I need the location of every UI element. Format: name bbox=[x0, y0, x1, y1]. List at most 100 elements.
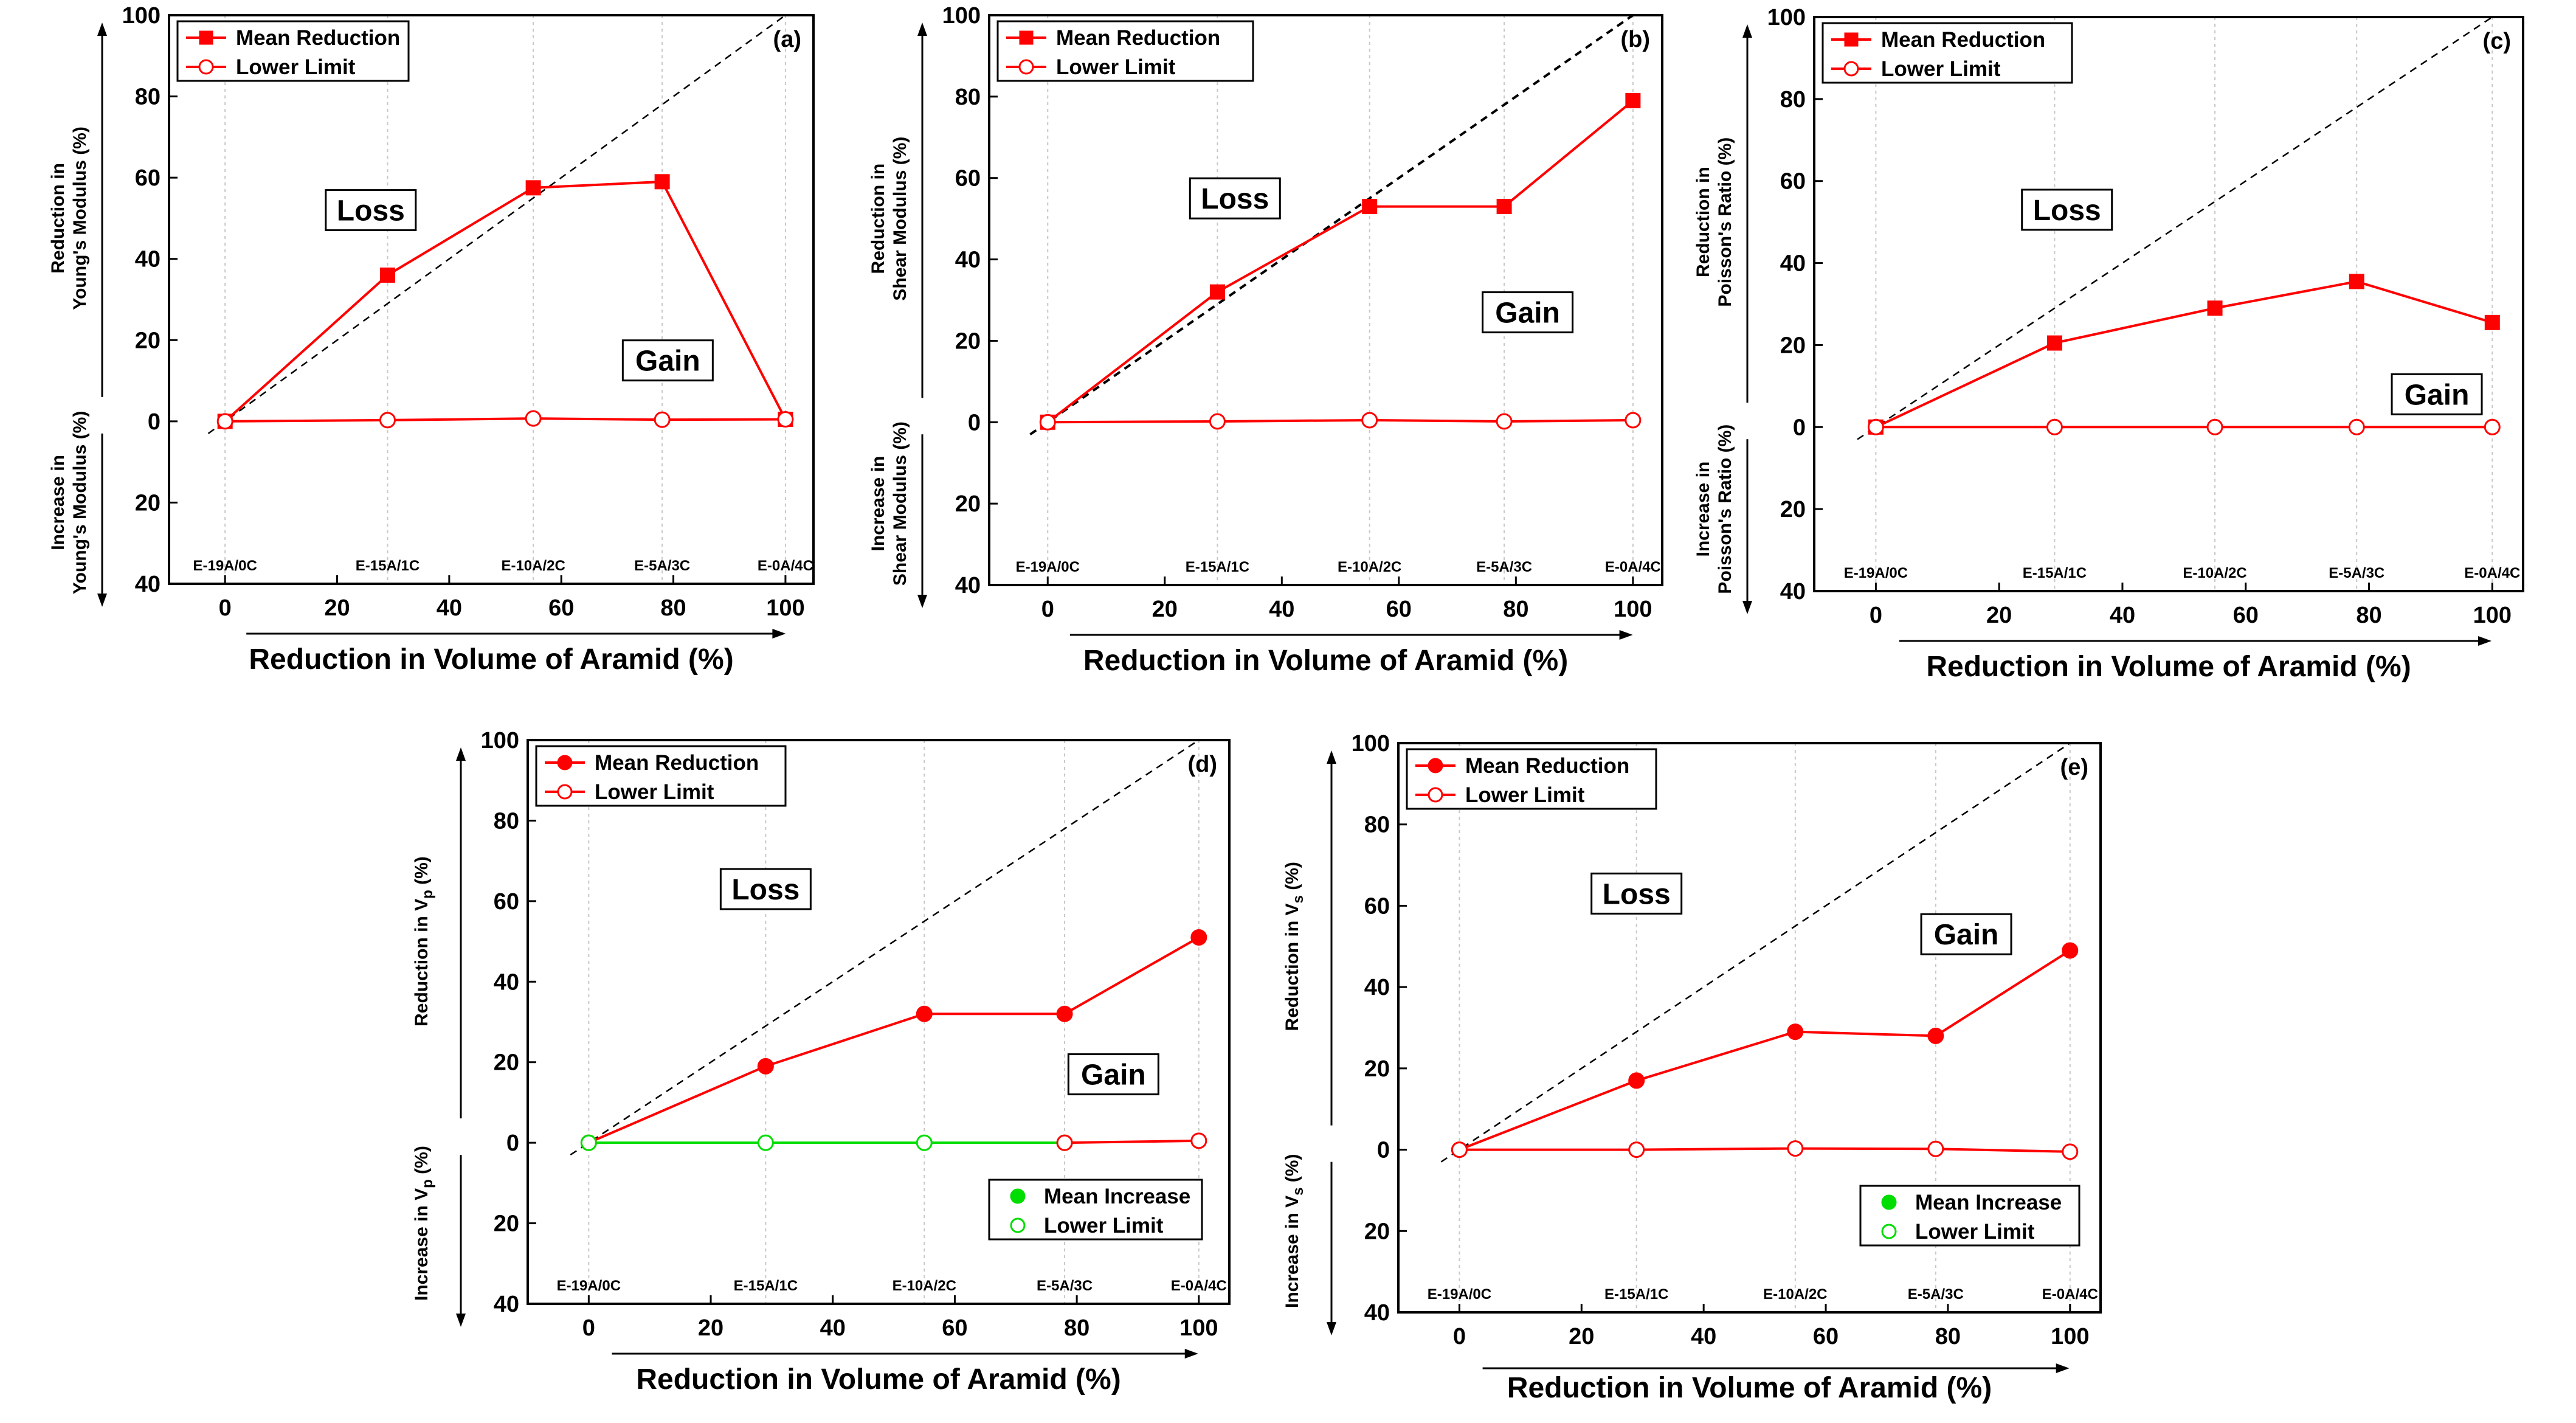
data-point bbox=[525, 180, 541, 196]
y-axis-label-lower: Increase in Vp (%) bbox=[412, 1146, 436, 1301]
region-label-box bbox=[1189, 177, 1281, 220]
category-label: E-0A/4C bbox=[2464, 565, 2520, 581]
x-axis-label: Reduction in Volume of Aramid (%) bbox=[1926, 651, 2411, 683]
y-axis-label-upper: Reduction in Young's Modulus (%) bbox=[48, 126, 90, 310]
data-point bbox=[2062, 1143, 2079, 1160]
y-axis-arrowhead-up bbox=[1742, 24, 1752, 38]
region-label: Loss bbox=[1201, 183, 1269, 215]
category-label: E-19A/0C bbox=[1016, 559, 1080, 575]
data-point bbox=[2348, 418, 2365, 435]
y-tick-label: 80 bbox=[494, 808, 519, 834]
data-point bbox=[1056, 1005, 1073, 1022]
y-axis-label-upper: Reduction in Poisson's Ratio (%) bbox=[1693, 137, 1735, 307]
category-label: E-10A/2C bbox=[501, 558, 565, 574]
y-axis-arrowhead-up bbox=[456, 747, 466, 761]
x-tick-label: 40 bbox=[1269, 597, 1294, 622]
legend-marker bbox=[199, 30, 213, 45]
category-label: E-10A/2C bbox=[1763, 1286, 1827, 1303]
legend-label: Lower Limit bbox=[1915, 1220, 2035, 1244]
data-point bbox=[1625, 412, 1642, 429]
region-label-box bbox=[1920, 913, 2012, 955]
data-point bbox=[654, 411, 671, 428]
data-point bbox=[1496, 413, 1513, 430]
data-point bbox=[1451, 1141, 1468, 1158]
y-tick-label: 80 bbox=[135, 85, 161, 110]
legend-label: Lower Limit bbox=[1044, 1214, 1164, 1238]
legend-marker bbox=[1019, 30, 1034, 45]
y-tick-label: 40 bbox=[1364, 1300, 1390, 1326]
category-label: E-19A/0C bbox=[193, 558, 257, 574]
y-axis-label-upper-line: Reduction in bbox=[48, 163, 68, 274]
legend-label: Lower Limit bbox=[236, 55, 356, 79]
data-point bbox=[379, 267, 395, 283]
y-axis-arrowhead-up bbox=[1327, 750, 1336, 764]
category-label: E-5A/3C bbox=[1908, 1286, 1964, 1303]
region-label: Gain bbox=[635, 345, 700, 378]
y-tick-label: 80 bbox=[1780, 87, 1806, 113]
category-label: E-5A/3C bbox=[2329, 565, 2384, 581]
data-point bbox=[1496, 199, 1512, 215]
region-label: Gain bbox=[1495, 297, 1560, 330]
region-label-box bbox=[621, 339, 714, 382]
region-label-box bbox=[325, 189, 417, 232]
plot-frame bbox=[1813, 16, 2524, 592]
data-point bbox=[916, 1005, 933, 1022]
y-tick-label: 100 bbox=[1352, 731, 1390, 757]
y-tick-label: 20 bbox=[1780, 497, 1806, 522]
x-tick-label: 60 bbox=[1813, 1324, 1839, 1349]
y-tick-label: 20 bbox=[494, 1211, 519, 1237]
x-axis-arrowhead bbox=[772, 629, 786, 639]
panel-label: (d) bbox=[1187, 752, 1217, 777]
x-tick-label: 100 bbox=[1614, 597, 1652, 622]
legend-label: Mean Increase bbox=[1044, 1185, 1190, 1208]
y-axis-label-lower-line: Shear Modulus (%) bbox=[890, 421, 910, 586]
y-tick-label: 20 bbox=[1364, 1219, 1390, 1244]
y-tick-label: 20 bbox=[1364, 1056, 1390, 1082]
data-point bbox=[2046, 335, 2062, 351]
x-axis-arrowhead bbox=[2478, 636, 2492, 646]
y-tick-label: 80 bbox=[1364, 812, 1390, 838]
x-tick-label: 40 bbox=[1691, 1324, 1716, 1349]
x-axis-arrowhead bbox=[1619, 630, 1633, 640]
data-point bbox=[777, 411, 794, 428]
region-label-box bbox=[1590, 872, 1683, 915]
chart-panel: 100 80 60 40 20 0 20 40 0 20 40 60 80 100 E-19A/0C E-15… bbox=[868, 3, 1663, 677]
data-point bbox=[654, 174, 670, 190]
x-tick-label: 20 bbox=[324, 595, 350, 621]
y-axis-label-lower-text: Increase in Vp (%) bbox=[412, 1146, 436, 1301]
y-axis-arrowhead-up bbox=[917, 23, 927, 36]
y-tick-label: 0 bbox=[968, 410, 981, 435]
category-label: E-19A/0C bbox=[1428, 1286, 1491, 1303]
series-line bbox=[1459, 1147, 2070, 1153]
chart-panel: 100 80 60 40 20 0 20 40 0 20 40 60 80 100 E-19A/0C E-15… bbox=[1282, 731, 2102, 1404]
legend-box bbox=[1822, 22, 2073, 84]
x-tick-label: 20 bbox=[1152, 597, 1178, 622]
y-axis-label-lower: Increase in Shear Modulus (%) bbox=[868, 421, 910, 586]
series-line bbox=[225, 417, 786, 423]
x-axis-label: Reduction in Volume of Aramid (%) bbox=[1507, 1372, 1992, 1404]
legend-label: Mean Reduction bbox=[1056, 26, 1220, 50]
category-label: E-10A/2C bbox=[1338, 559, 1401, 575]
x-tick-label: 20 bbox=[1569, 1324, 1594, 1349]
data-point bbox=[2484, 418, 2501, 435]
y-tick-label: 60 bbox=[135, 165, 161, 191]
x-tick-label: 80 bbox=[660, 595, 686, 621]
plot-frame bbox=[527, 739, 1231, 1305]
y-axis-label-lower: Increase in Poisson's Ratio (%) bbox=[1693, 424, 1735, 594]
category-label: E-5A/3C bbox=[1037, 1278, 1093, 1294]
panel-label: (e) bbox=[2060, 755, 2088, 780]
legend-marker bbox=[198, 59, 214, 75]
legend-marker bbox=[1428, 787, 1443, 803]
x-tick-label: 0 bbox=[1870, 603, 1882, 628]
data-point bbox=[1190, 929, 1207, 946]
y-tick-label: 100 bbox=[122, 3, 161, 29]
category-label: E-0A/4C bbox=[758, 558, 813, 574]
data-point bbox=[1628, 1141, 1645, 1158]
y-tick-label: 20 bbox=[955, 328, 981, 354]
series-line bbox=[1047, 100, 1634, 423]
x-tick-label: 0 bbox=[582, 1315, 595, 1341]
x-tick-label: 60 bbox=[1386, 597, 1412, 622]
y-tick-label: 40 bbox=[1364, 975, 1390, 1000]
y-tick-label: 40 bbox=[494, 969, 519, 995]
data-point bbox=[2207, 300, 2223, 316]
